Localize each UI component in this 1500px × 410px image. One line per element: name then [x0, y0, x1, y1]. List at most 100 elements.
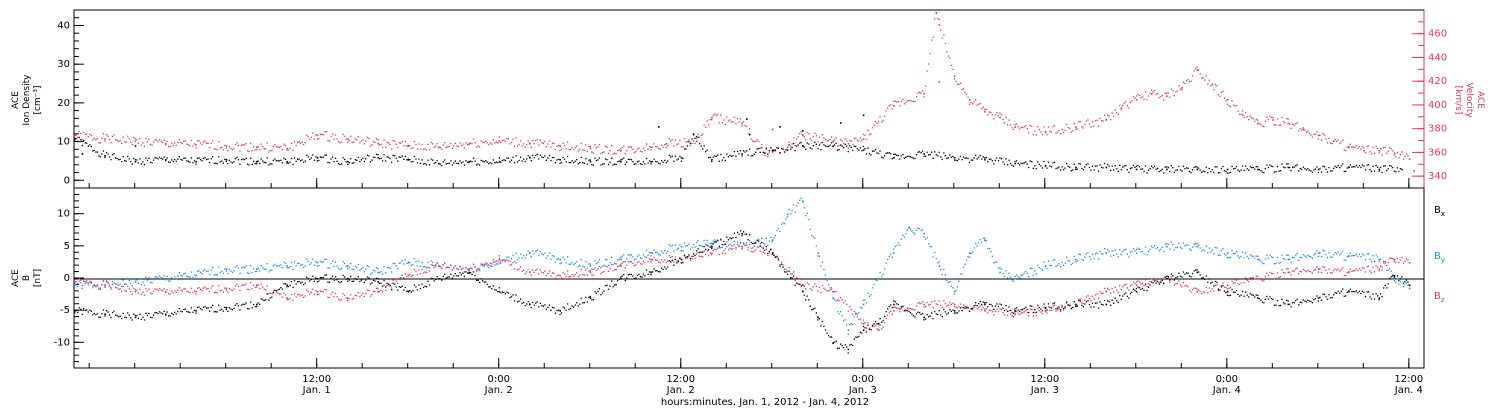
bz-point — [612, 270, 614, 272]
velocity-point — [824, 138, 827, 140]
density-point — [1151, 165, 1153, 167]
velocity-point — [554, 149, 557, 151]
density-point — [1208, 167, 1210, 170]
density-point — [266, 157, 268, 159]
by-point — [213, 274, 215, 276]
by-point — [738, 244, 740, 247]
density-point — [1377, 166, 1379, 168]
density-point — [1366, 164, 1368, 166]
by-point — [1043, 261, 1045, 263]
by-point — [198, 270, 200, 272]
density-point — [938, 151, 940, 153]
bz-point — [862, 319, 865, 321]
density-point — [1132, 164, 1135, 167]
velocity-point — [212, 140, 214, 142]
bx-point — [1375, 293, 1377, 295]
velocity-point — [753, 140, 755, 143]
bz-point — [749, 243, 751, 245]
velocity-point — [1310, 134, 1312, 136]
bx-point — [412, 290, 414, 292]
density-point — [1266, 164, 1268, 166]
bz-point — [413, 269, 416, 271]
bx-point — [136, 314, 138, 317]
bz-point — [664, 259, 666, 261]
density-point — [1187, 167, 1189, 169]
bx-point — [515, 294, 517, 296]
bz-point — [1195, 287, 1197, 289]
velocity-point — [1314, 133, 1317, 135]
velocity-point — [544, 140, 546, 143]
by-point — [195, 277, 197, 279]
velocity-point — [877, 121, 880, 123]
bz-point — [662, 261, 664, 263]
velocity-point — [1199, 73, 1201, 75]
density-point — [1264, 167, 1266, 170]
bz-point — [155, 288, 158, 290]
velocity-point — [171, 142, 173, 145]
by-point — [1220, 250, 1222, 252]
bx-point — [74, 310, 76, 312]
by-point — [324, 258, 326, 260]
density-point — [319, 156, 321, 158]
density-point — [432, 159, 434, 161]
by-point — [395, 265, 397, 267]
density-point — [1061, 166, 1063, 168]
bz-point — [1255, 275, 1257, 277]
density-point — [1067, 165, 1069, 168]
bz-point — [1267, 274, 1270, 276]
by-point — [686, 245, 689, 247]
bx-point — [271, 296, 273, 298]
by-point — [862, 299, 865, 301]
bz-point — [559, 274, 561, 277]
bz-point — [544, 270, 546, 272]
by-point — [1044, 266, 1047, 268]
by-point — [178, 272, 180, 274]
by-point — [1016, 274, 1018, 276]
bx-point — [225, 306, 228, 309]
velocity-point — [365, 140, 367, 142]
bx-point — [1302, 299, 1304, 301]
bx-point — [786, 273, 789, 275]
by-point — [1149, 248, 1151, 250]
bz-point — [859, 318, 861, 320]
density-point — [219, 161, 221, 163]
bz-point — [1146, 285, 1148, 288]
bz-point — [559, 278, 561, 280]
by-point — [888, 255, 890, 257]
velocity-point — [292, 149, 294, 151]
bx-point — [407, 290, 410, 293]
velocity-point — [404, 141, 406, 143]
density-point — [479, 164, 481, 166]
density-point — [1031, 161, 1033, 163]
velocity-point — [304, 142, 306, 144]
by-point — [331, 260, 334, 262]
by-point — [1061, 261, 1063, 264]
by-point — [190, 271, 193, 273]
density-point — [1046, 167, 1048, 169]
velocity-point — [720, 114, 722, 116]
by-point — [653, 249, 655, 251]
bx-point — [418, 284, 420, 286]
velocity-point — [516, 145, 519, 147]
bz-point — [206, 288, 208, 290]
by-point — [113, 279, 115, 281]
bz-point — [629, 260, 631, 263]
density-point — [81, 153, 84, 155]
by-point — [398, 262, 400, 264]
velocity-point — [504, 140, 507, 142]
by-point — [773, 237, 775, 239]
bz-point — [212, 285, 214, 287]
bx-point — [841, 345, 843, 347]
bx-point — [222, 310, 224, 312]
velocity-point — [201, 143, 203, 146]
bz-point — [1017, 312, 1019, 314]
bx-point — [996, 303, 998, 305]
density-point — [1345, 170, 1347, 172]
bx-point — [953, 310, 956, 312]
bx-point — [659, 271, 661, 273]
velocity-point — [206, 142, 208, 144]
bx-point — [923, 319, 925, 321]
by-point — [108, 284, 111, 286]
density-point — [1137, 164, 1139, 167]
bz-point — [885, 317, 887, 319]
